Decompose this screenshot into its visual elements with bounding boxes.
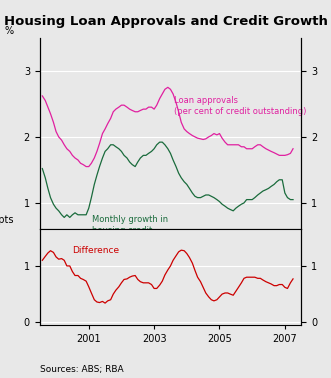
Text: Housing Loan Approvals and Credit Growth: Housing Loan Approvals and Credit Growth <box>4 15 327 28</box>
Text: Loan approvals
(per cent of credit outstanding): Loan approvals (per cent of credit outst… <box>174 96 306 116</box>
Text: Sources: ABS; RBA: Sources: ABS; RBA <box>40 365 123 374</box>
Text: %: % <box>4 26 14 36</box>
Text: Monthly growth in
housing credit: Monthly growth in housing credit <box>92 215 168 235</box>
Text: % pts: % pts <box>0 215 14 226</box>
Text: Difference: Difference <box>72 246 119 255</box>
